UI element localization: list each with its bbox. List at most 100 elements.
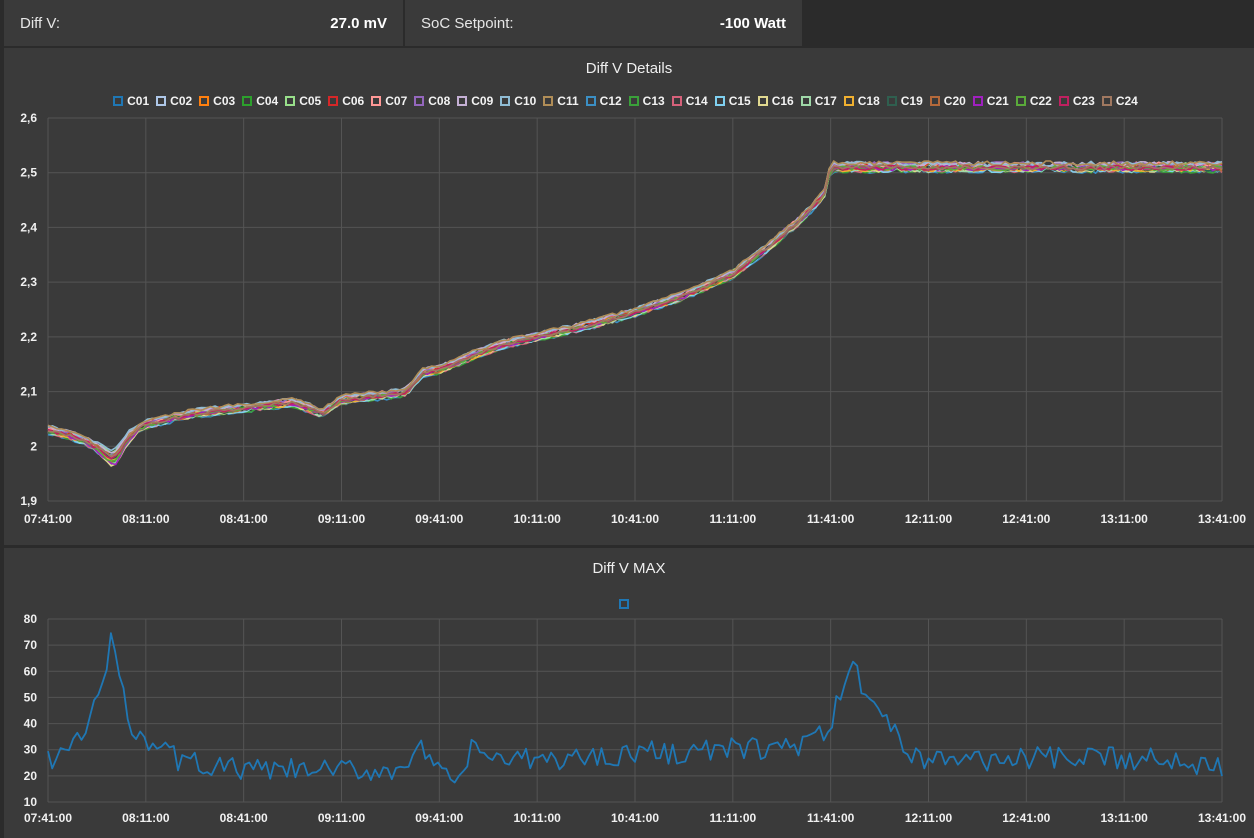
legend-swatch: [714, 96, 725, 106]
x-tick-label: 07:41:00: [24, 512, 72, 526]
legend-item[interactable]: C24: [1101, 94, 1138, 108]
x-tick-label: 13:41:00: [1198, 512, 1246, 526]
series-line: [47, 632, 1223, 784]
x-tick-label: 11:11:00: [709, 811, 756, 825]
legend-label: C08: [428, 94, 451, 108]
x-tick-label: 12:11:00: [905, 811, 953, 825]
legend-item[interactable]: C07: [371, 94, 407, 108]
legend-swatch: [886, 96, 897, 106]
legend-swatch: [371, 96, 382, 106]
x-tick-label: 10:41:00: [611, 512, 659, 526]
legend-item[interactable]: C15: [714, 94, 751, 108]
legend-item[interactable]: C08: [414, 94, 450, 108]
legend-item[interactable]: C12: [585, 94, 622, 108]
x-tick-label: 08:11:00: [122, 811, 170, 825]
legend-label: C22: [1029, 94, 1052, 108]
legend-item[interactable]: C23: [1058, 94, 1095, 108]
series-line: [47, 164, 1223, 458]
y-tick-label: 2,3: [20, 275, 37, 289]
legend-swatch: [199, 96, 210, 106]
y-tick-label: 10: [24, 795, 38, 809]
legend-item[interactable]: C19: [886, 94, 923, 108]
top-bar: Diff V: 27.0 mV SoC Setpoint: -100 Watt: [0, 0, 1254, 46]
chart-title: Diff V Details: [585, 60, 673, 77]
legend-swatch: [800, 96, 811, 106]
legend-item[interactable]: C22: [1015, 94, 1052, 108]
legend-item[interactable]: C03: [199, 94, 235, 108]
legend-item[interactable]: C21: [972, 94, 1009, 108]
legend-label: C17: [814, 94, 837, 108]
y-tick-label: 2,4: [20, 220, 37, 234]
legend-label: C16: [771, 94, 794, 108]
y-tick-label: 70: [24, 638, 38, 652]
legend-label: C03: [213, 94, 236, 108]
legend-label: C24: [1115, 94, 1138, 108]
legend-swatch: [1101, 96, 1112, 106]
diff-v-details-chart: 07:41:00 08:11:00 08:41:00 09:11:00 09:41:00…: [20, 111, 1246, 526]
soc-setpoint-value: -100 Watt: [719, 14, 786, 32]
legend-item[interactable]: C14: [671, 94, 708, 108]
chart-legend: C01 C02 C03 C04 C05 C06 C07 C08 C09 C10 C11 C12 C13 C…: [4, 92, 1254, 110]
x-tick-label: 08:11:00: [122, 512, 170, 526]
legend-swatch: [457, 96, 468, 106]
legend-label: C23: [1072, 94, 1095, 108]
y-tick-label: 2: [30, 439, 37, 453]
y-tick-label: 2,5: [20, 166, 37, 180]
legend-item[interactable]: C05: [285, 94, 321, 108]
x-tick-label: 09:41:00: [415, 512, 463, 526]
x-tick-label: 10:11:00: [513, 811, 561, 825]
legend-item[interactable]: C04: [242, 94, 278, 108]
legend-swatch: [757, 96, 768, 106]
legend-swatch: [628, 96, 639, 106]
y-tick-label: 50: [24, 690, 38, 704]
legend-swatch: [328, 96, 339, 106]
x-tick-label: 12:11:00: [905, 512, 953, 526]
legend-label: C14: [685, 94, 708, 108]
x-tick-label: 08:41:00: [220, 512, 268, 526]
legend-swatch: [113, 96, 124, 106]
legend-item[interactable]: [618, 599, 633, 609]
diff-v-value: 27.0 mV: [330, 14, 387, 32]
legend-item[interactable]: C09: [457, 94, 493, 108]
x-tick-label: 13:11:00: [1100, 811, 1148, 825]
x-tick-label: 09:41:00: [415, 811, 463, 825]
soc-setpoint-label: SoC Setpoint:: [421, 14, 514, 32]
y-tick-label: 60: [24, 664, 38, 678]
legend-item[interactable]: C10: [500, 94, 536, 108]
legend-item[interactable]: C02: [156, 94, 192, 108]
y-tick-label: 2,6: [20, 111, 37, 125]
diff-v-stat: Diff V: 27.0 mV: [4, 0, 403, 46]
legend-item[interactable]: C17: [800, 94, 837, 108]
legend-swatch: [671, 96, 682, 106]
diff-v-details-panel: Diff V Details C01 C02 C03 C04 C05 C06 C07 C08 C…: [4, 48, 1254, 545]
legend-label: C04: [256, 94, 279, 108]
legend-item[interactable]: C16: [757, 94, 794, 108]
x-tick-label: 11:41:00: [807, 512, 855, 526]
legend-swatch: [414, 96, 425, 106]
x-tick-label: 12:41:00: [1002, 811, 1050, 825]
legend-label: C01: [127, 94, 150, 108]
legend-item[interactable]: C13: [628, 94, 665, 108]
legend-item[interactable]: C20: [929, 94, 966, 108]
diff-v-max-panel: Diff V MAX 07:41:00 08:11:00 08:41:00 09:11…: [4, 548, 1254, 838]
y-tick-label: 1,9: [20, 494, 37, 508]
series-line: [47, 160, 1223, 462]
legend-label: C19: [900, 94, 923, 108]
legend-swatch: [618, 599, 629, 609]
x-tick-label: 13:41:00: [1198, 811, 1246, 825]
legend-swatch: [543, 96, 554, 106]
legend-item[interactable]: C11: [543, 94, 579, 108]
y-tick-label: 40: [24, 717, 38, 731]
y-tick-label: 2,1: [20, 385, 37, 399]
legend-label: C20: [943, 94, 966, 108]
legend-item[interactable]: C18: [843, 94, 880, 108]
legend-swatch: [1058, 96, 1069, 106]
diff-v-max-chart: 07:41:00 08:11:00 08:41:00 09:11:00 09:41:00…: [24, 612, 1247, 825]
legend-item[interactable]: C01: [113, 94, 149, 108]
soc-setpoint-stat: SoC Setpoint: -100 Watt: [405, 0, 802, 46]
legend-swatch: [285, 96, 296, 106]
chart-legend: [4, 595, 1254, 613]
legend-label: C09: [471, 94, 494, 108]
x-tick-label: 11:11:00: [709, 512, 756, 526]
legend-item[interactable]: C06: [328, 94, 364, 108]
